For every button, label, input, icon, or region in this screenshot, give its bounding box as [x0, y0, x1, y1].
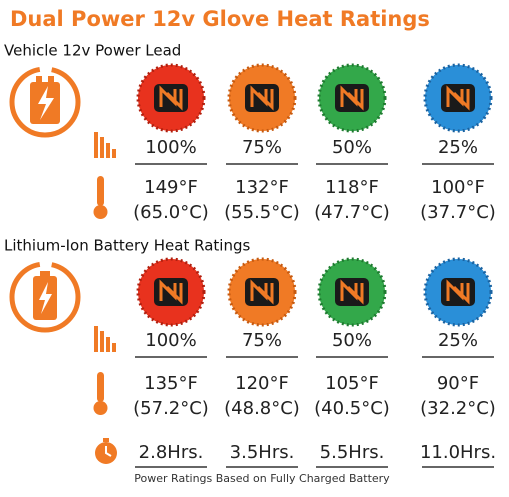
temp-f: 135°F: [144, 373, 198, 394]
temp-c: (37.7°C): [420, 202, 496, 223]
temp-f: 132°F: [235, 177, 289, 198]
runtime: 2.8Hrs.: [139, 442, 204, 463]
badge-logo: [446, 279, 470, 305]
stopwatch-icon: [95, 438, 117, 464]
temp-c: (40.5°C): [314, 398, 390, 419]
temp-c: (47.7°C): [314, 202, 390, 223]
badge-logo: [340, 279, 364, 305]
thermometer-icon: [93, 372, 108, 415]
power-level: 75%: [242, 330, 282, 351]
power-level: 50%: [332, 330, 372, 351]
heat-badge: [136, 63, 206, 133]
heat-badge: [317, 63, 387, 133]
power-level: 100%: [145, 330, 196, 351]
temp-c: (57.2°C): [133, 398, 209, 419]
power-level-icon: [94, 326, 116, 352]
power-level: 25%: [438, 330, 478, 351]
heat-badge: [423, 63, 493, 133]
temp-f: 118°F: [325, 177, 379, 198]
power-level: 50%: [332, 137, 372, 158]
temp-f: 100°F: [431, 177, 485, 198]
badge-logo: [340, 85, 364, 111]
temp-c: (65.0°C): [133, 202, 209, 223]
power-level-icon: [94, 132, 116, 158]
footer-note: Power Ratings Based on Fully Charged Bat…: [134, 472, 390, 485]
temp-c: (48.8°C): [224, 398, 300, 419]
section-heading: Lithium-Ion Battery Heat Ratings: [4, 237, 250, 255]
badge-logo: [159, 279, 183, 305]
temp-c: (32.2°C): [420, 398, 496, 419]
thermometer-icon: [93, 176, 108, 219]
runtime: 11.0Hrs.: [420, 442, 496, 463]
runtime: 5.5Hrs.: [320, 442, 385, 463]
runtime: 3.5Hrs.: [230, 442, 295, 463]
badge-logo: [250, 85, 274, 111]
title: Dual Power 12v Glove Heat Ratings: [10, 7, 430, 31]
temp-f: 105°F: [325, 373, 379, 394]
power-level: 75%: [242, 137, 282, 158]
heat-badge: [227, 257, 297, 327]
badge-logo: [159, 85, 183, 111]
heat-badge: [423, 257, 493, 327]
heat-badge: [227, 63, 297, 133]
temp-c: (55.5°C): [224, 202, 300, 223]
heat-badge: [317, 257, 387, 327]
section-heading: Vehicle 12v Power Lead: [4, 42, 181, 60]
temp-f: 149°F: [144, 177, 198, 198]
temp-f: 90°F: [437, 373, 479, 394]
power-level: 25%: [438, 137, 478, 158]
lithium-battery-icon: [9, 261, 81, 333]
heat-badge: [136, 257, 206, 327]
power-level: 100%: [145, 137, 196, 158]
temp-f: 120°F: [235, 373, 289, 394]
badge-logo: [446, 85, 470, 111]
badge-logo: [250, 279, 274, 305]
vehicle-battery-icon: [9, 66, 81, 138]
